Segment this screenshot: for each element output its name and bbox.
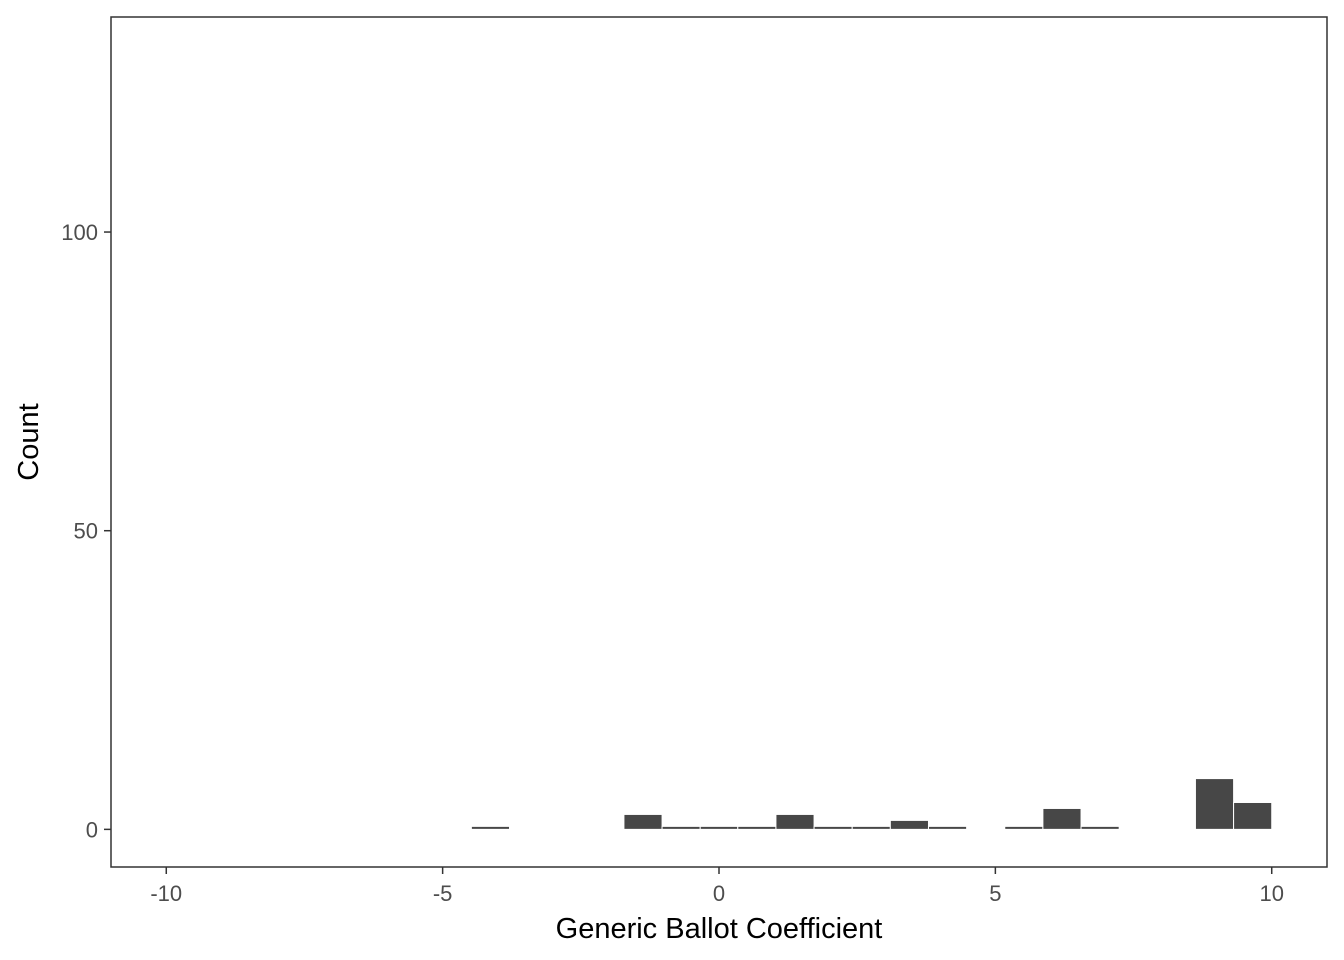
x-tick-label: 10: [1259, 881, 1283, 906]
histogram-bar: [1042, 807, 1082, 830]
histogram-bar: [661, 825, 701, 830]
histogram-bar: [1080, 825, 1120, 830]
histogram-bar: [699, 825, 739, 830]
histogram-bar: [775, 813, 815, 830]
histogram-bar: [813, 825, 853, 830]
histogram-bar: [470, 825, 511, 830]
x-tick-label: -10: [150, 881, 182, 906]
y-axis: 0 50 100: [61, 220, 111, 842]
histogram-bar: [1233, 801, 1273, 830]
x-tick-label: 0: [713, 881, 725, 906]
histogram-bar: [851, 825, 891, 830]
histogram-bar: [623, 813, 663, 830]
histogram-bar: [1194, 778, 1235, 830]
histogram-bar: [927, 825, 968, 830]
histogram-bar: [737, 825, 777, 830]
histogram-bar: [1004, 825, 1044, 830]
histogram-bars: [470, 778, 1273, 830]
x-axis: -10 -5 0 5 10: [150, 867, 1284, 906]
histogram-bar: [889, 819, 929, 830]
x-axis-title: Generic Ballot Coefficient: [556, 913, 883, 945]
y-tick-label: 50: [74, 519, 98, 544]
y-tick-label: 0: [86, 817, 98, 842]
y-tick-label: 100: [61, 220, 98, 245]
y-axis-title: Count: [13, 403, 45, 480]
x-tick-label: -5: [433, 881, 453, 906]
x-tick-label: 5: [989, 881, 1001, 906]
plot-panel-background: [111, 17, 1327, 867]
